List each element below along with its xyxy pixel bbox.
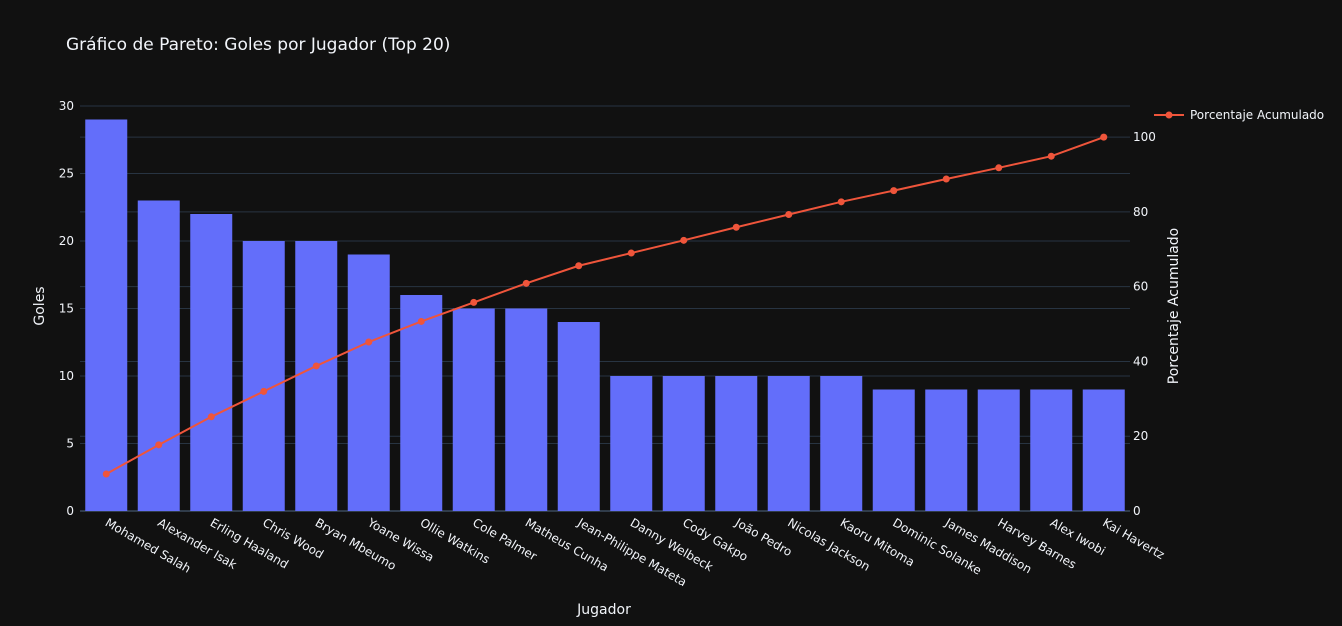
line-point[interactable] — [732, 223, 740, 231]
bar[interactable] — [767, 376, 810, 511]
line-point[interactable] — [470, 298, 478, 306]
y-tick-label: 25 — [59, 167, 74, 181]
y2-tick-label: 60 — [1133, 280, 1148, 294]
y2-tick-label: 80 — [1133, 205, 1148, 219]
line-point[interactable] — [995, 164, 1003, 172]
line-point[interactable] — [365, 338, 373, 346]
line-point[interactable] — [837, 198, 845, 206]
y-tick-label: 15 — [59, 302, 74, 316]
y-tick-label: 0 — [66, 504, 74, 518]
bar[interactable] — [505, 308, 548, 512]
bar[interactable] — [662, 376, 705, 511]
line-point[interactable] — [680, 236, 688, 244]
bar[interactable] — [557, 322, 600, 511]
legend-marker-swatch — [1165, 111, 1173, 119]
line-point[interactable] — [890, 187, 898, 195]
line-point[interactable] — [155, 441, 163, 449]
line-point[interactable] — [1100, 133, 1108, 141]
line-series[interactable] — [102, 133, 1108, 478]
bar[interactable] — [400, 295, 443, 511]
bar[interactable] — [85, 119, 128, 512]
line-point[interactable] — [522, 279, 530, 287]
line-point[interactable] — [102, 470, 110, 478]
chart-title: Gráfico de Pareto: Goles por Jugador (To… — [66, 35, 450, 55]
line-point[interactable] — [312, 362, 320, 370]
bar[interactable] — [190, 214, 233, 511]
line-point[interactable] — [1047, 152, 1055, 160]
y-tick-label: 10 — [59, 369, 74, 383]
y-tick-label: 5 — [66, 437, 74, 451]
line-point[interactable] — [207, 413, 215, 421]
bar[interactable] — [452, 308, 495, 512]
bar-series[interactable] — [85, 119, 1125, 512]
bar[interactable] — [977, 389, 1020, 512]
y-tick-label: 20 — [59, 234, 74, 248]
bar[interactable] — [872, 389, 915, 512]
y-axis-ticks: 0 5 10 15 20 25 30 — [59, 99, 74, 518]
bar[interactable] — [610, 376, 653, 511]
bar[interactable] — [242, 241, 285, 511]
bar[interactable] — [137, 200, 180, 512]
bar[interactable] — [1030, 389, 1073, 512]
y2-axis-ticks: 0 20 40 60 80 100 — [1133, 130, 1156, 518]
line-point[interactable] — [417, 317, 425, 325]
x-axis-title: Jugador — [576, 602, 631, 618]
y2-tick-label: 20 — [1133, 429, 1148, 443]
line-point[interactable] — [785, 211, 793, 219]
line-point[interactable] — [575, 262, 583, 270]
y-tick-label: 30 — [59, 99, 74, 113]
bar[interactable] — [820, 376, 863, 511]
bar[interactable] — [295, 241, 338, 511]
y2-axis-title: Porcentaje Acumulado — [1166, 228, 1182, 385]
x-tick-label: James Maddison — [942, 515, 1034, 576]
line-point[interactable] — [260, 387, 268, 395]
line-point[interactable] — [627, 249, 635, 257]
x-tick-label: Dominic Solanke — [890, 515, 984, 577]
x-tick-label: Kai Havertz — [1100, 515, 1167, 562]
gridlines — [80, 105, 1130, 512]
line-point[interactable] — [942, 175, 950, 183]
y-axis-title: Goles — [32, 286, 48, 325]
legend-label: Porcentaje Acumulado — [1190, 108, 1324, 122]
legend[interactable]: Porcentaje Acumulado — [1154, 108, 1324, 122]
bar[interactable] — [347, 254, 390, 512]
y2-tick-label: 100 — [1133, 130, 1156, 144]
y2-tick-label: 0 — [1133, 504, 1141, 518]
bar[interactable] — [715, 376, 758, 511]
bar[interactable] — [925, 389, 968, 512]
y2-tick-label: 40 — [1133, 354, 1148, 368]
bar[interactable] — [1082, 389, 1125, 512]
cumulative-line — [105, 136, 1105, 475]
